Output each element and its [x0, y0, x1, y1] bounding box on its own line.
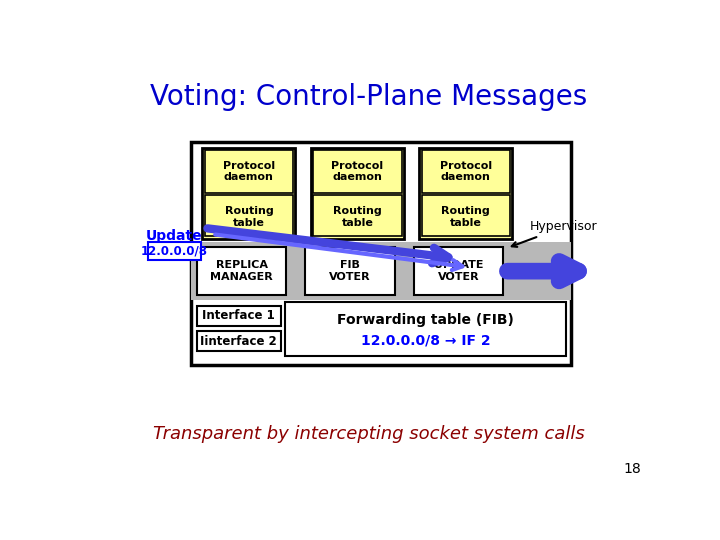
Text: Update: Update	[145, 229, 202, 243]
Text: Hypervisor: Hypervisor	[512, 220, 598, 247]
Bar	[191, 142, 570, 365]
Bar	[422, 150, 510, 193]
Text: REPLICA
MANAGER: REPLICA MANAGER	[210, 260, 273, 282]
Text: UPDATE
VOTER: UPDATE VOTER	[433, 260, 483, 282]
Text: Routing
table: Routing table	[333, 206, 382, 228]
Bar	[422, 195, 510, 236]
Bar	[204, 150, 293, 193]
Bar	[197, 331, 281, 351]
Bar	[311, 148, 404, 239]
Text: Interface 1: Interface 1	[202, 309, 275, 322]
Text: Routing
table: Routing table	[225, 206, 274, 228]
Text: Iinterface 2: Iinterface 2	[200, 335, 277, 348]
Text: Protocol
daemon: Protocol daemon	[222, 160, 275, 182]
Text: Voting: Control-Plane Messages: Voting: Control-Plane Messages	[150, 83, 588, 111]
Text: Protocol
daemon: Protocol daemon	[440, 160, 492, 182]
Text: FIB
VOTER: FIB VOTER	[329, 260, 371, 282]
Bar	[204, 195, 293, 236]
Bar	[285, 302, 566, 356]
Text: 12.0.0.0/8 → IF 2: 12.0.0.0/8 → IF 2	[361, 334, 490, 347]
Text: Transparent by intercepting socket system calls: Transparent by intercepting socket syste…	[153, 426, 585, 443]
Text: Protocol
daemon: Protocol daemon	[331, 160, 384, 182]
Text: Forwarding table (FIB): Forwarding table (FIB)	[337, 313, 514, 327]
Bar	[313, 150, 402, 193]
Bar	[191, 242, 570, 300]
Bar	[197, 306, 281, 326]
Text: 18: 18	[624, 462, 642, 476]
Bar	[414, 247, 503, 295]
Bar	[313, 195, 402, 236]
Bar	[305, 247, 395, 295]
Bar	[202, 148, 295, 239]
Bar	[197, 247, 286, 295]
Text: Routing
table: Routing table	[441, 206, 490, 228]
Text: 12.0.0.0/8: 12.0.0.0/8	[141, 245, 208, 258]
Bar	[148, 242, 201, 260]
Bar	[419, 148, 513, 239]
